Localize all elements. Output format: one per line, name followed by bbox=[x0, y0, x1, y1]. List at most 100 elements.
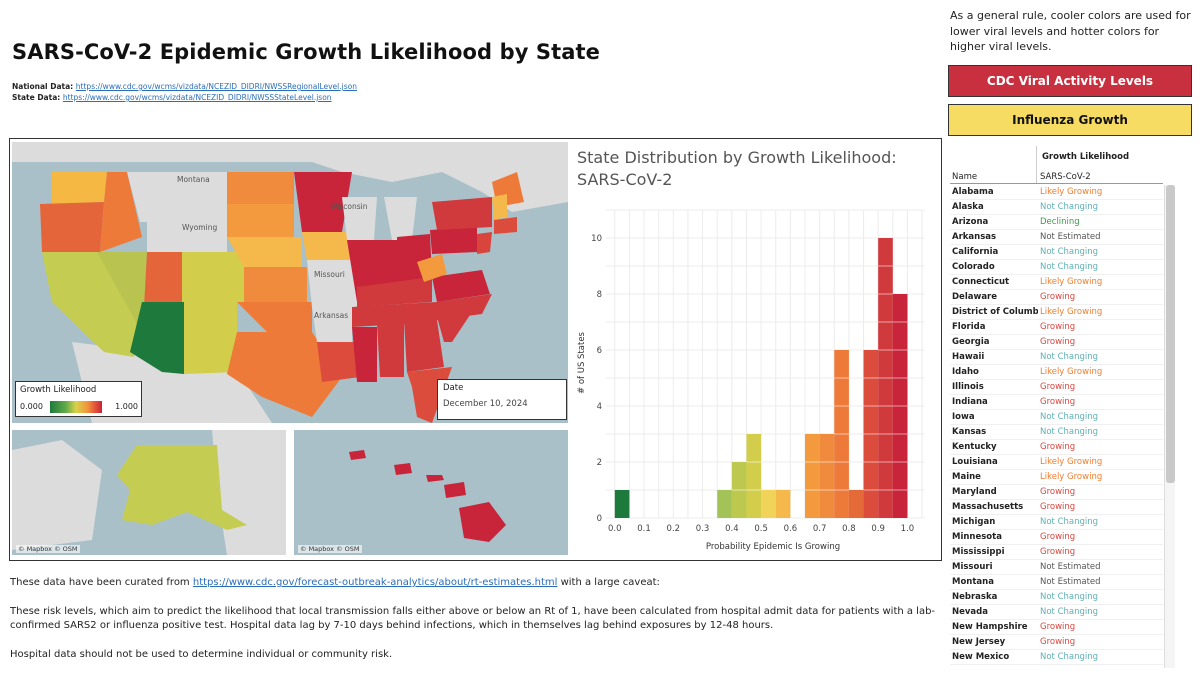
table-row[interactable]: Florida Growing bbox=[950, 320, 1163, 335]
histogram-bar[interactable] bbox=[761, 490, 776, 518]
table-row[interactable]: Illinois Growing bbox=[950, 380, 1163, 395]
table-row[interactable]: Nebraska Not Changing bbox=[950, 590, 1163, 605]
date-filter[interactable]: Date December 10, 2024 bbox=[437, 379, 567, 420]
island-molokai[interactable] bbox=[426, 475, 444, 482]
table-row[interactable]: Alaska Not Changing bbox=[950, 200, 1163, 215]
state-north-dakota[interactable] bbox=[227, 172, 294, 204]
table-row[interactable]: Colorado Not Changing bbox=[950, 260, 1163, 275]
state-south-dakota[interactable] bbox=[227, 204, 294, 237]
state-alabama[interactable] bbox=[377, 322, 404, 377]
state-alaska[interactable] bbox=[117, 445, 247, 530]
state-nebraska[interactable] bbox=[227, 237, 302, 267]
cdc-viral-activity-button[interactable]: CDC Viral Activity Levels bbox=[948, 65, 1192, 97]
table-row[interactable]: New Mexico Not Changing bbox=[950, 650, 1163, 665]
table-row[interactable]: Massachusetts Growing bbox=[950, 500, 1163, 515]
table-row[interactable]: Arkansas Not Estimated bbox=[950, 230, 1163, 245]
table-row[interactable]: Iowa Not Changing bbox=[950, 410, 1163, 425]
table-row[interactable]: Idaho Likely Growing bbox=[950, 365, 1163, 380]
influenza-growth-button[interactable]: Influenza Growth bbox=[948, 104, 1192, 136]
state-west-virginia[interactable] bbox=[417, 254, 447, 282]
table-row[interactable]: Alabama Likely Growing bbox=[950, 185, 1163, 200]
state-nevada[interactable] bbox=[97, 252, 147, 324]
state-massachusetts[interactable] bbox=[494, 217, 517, 234]
state-vermont[interactable] bbox=[492, 194, 507, 220]
table-row[interactable]: New Jersey Growing bbox=[950, 635, 1163, 650]
table-row[interactable]: District of Columbia Likely Growing bbox=[950, 305, 1163, 320]
table-row[interactable]: Delaware Growing bbox=[950, 290, 1163, 305]
state-south-carolina[interactable] bbox=[437, 312, 472, 342]
state-montana[interactable] bbox=[127, 172, 227, 222]
state-arkansas[interactable] bbox=[312, 307, 352, 342]
table-row[interactable]: Montana Not Estimated bbox=[950, 575, 1163, 590]
state-texas[interactable] bbox=[227, 332, 342, 417]
table-row[interactable]: Mississippi Growing bbox=[950, 545, 1163, 560]
table-row[interactable]: New Hampshire Growing bbox=[950, 620, 1163, 635]
alaska-map[interactable]: © Mapbox © OSM bbox=[12, 430, 286, 555]
state-michigan[interactable] bbox=[384, 197, 417, 240]
histogram-bar[interactable] bbox=[717, 490, 732, 518]
histogram-bar[interactable] bbox=[848, 490, 864, 518]
island-maui[interactable] bbox=[444, 482, 466, 498]
state-washington[interactable] bbox=[52, 172, 107, 204]
scrollbar-thumb[interactable] bbox=[1166, 185, 1175, 483]
island-kauai[interactable] bbox=[349, 450, 366, 460]
table-row[interactable]: Maine Likely Growing bbox=[950, 470, 1163, 485]
state-louisiana[interactable] bbox=[317, 342, 360, 382]
island-hawaii[interactable] bbox=[459, 502, 506, 542]
state-new-york[interactable] bbox=[432, 197, 492, 230]
histogram-bar[interactable] bbox=[775, 490, 791, 518]
table-row[interactable]: Minnesota Growing bbox=[950, 530, 1163, 545]
table-row[interactable]: California Not Changing bbox=[950, 245, 1163, 260]
state-wisconsin[interactable] bbox=[342, 197, 377, 240]
state-new-mexico[interactable] bbox=[184, 302, 237, 374]
state-oregon[interactable] bbox=[40, 202, 104, 252]
table-row[interactable]: Indiana Growing bbox=[950, 395, 1163, 410]
state-california[interactable] bbox=[42, 252, 140, 357]
state-virginia[interactable] bbox=[432, 270, 490, 302]
state-iowa[interactable] bbox=[302, 232, 350, 260]
table-row[interactable]: Kentucky Growing bbox=[950, 440, 1163, 455]
state-indiana[interactable] bbox=[377, 240, 397, 292]
state-oklahoma[interactable] bbox=[237, 302, 312, 332]
state-utah[interactable] bbox=[144, 252, 182, 307]
state-minnesota[interactable] bbox=[294, 172, 352, 232]
histogram-bar[interactable] bbox=[746, 434, 762, 518]
column-header-sars[interactable]: SARS-CoV-2 bbox=[1040, 172, 1091, 182]
table-row[interactable]: Hawaii Not Changing bbox=[950, 350, 1163, 365]
state-mississippi[interactable] bbox=[352, 327, 377, 382]
table-row[interactable]: Michigan Not Changing bbox=[950, 515, 1163, 530]
table-row[interactable]: Missouri Not Estimated bbox=[950, 560, 1163, 575]
state-missouri[interactable] bbox=[307, 260, 357, 307]
hawaii-map[interactable]: © Mapbox © OSM bbox=[294, 430, 568, 555]
table-row[interactable]: Connecticut Likely Growing bbox=[950, 275, 1163, 290]
column-header-name[interactable]: Name bbox=[952, 172, 978, 182]
table-row[interactable]: Louisiana Likely Growing bbox=[950, 455, 1163, 470]
table-row[interactable]: Kansas Not Changing bbox=[950, 425, 1163, 440]
state-new-jersey[interactable] bbox=[477, 232, 492, 254]
national-data-link[interactable]: https://www.cdc.gov/wcms/vizdata/NCEZID_… bbox=[75, 82, 357, 91]
us-map-canvas[interactable]: Montana Wyoming Wisconsin Missouri Arkan… bbox=[12, 142, 568, 423]
state-pennsylvania[interactable] bbox=[430, 227, 477, 254]
state-name: California bbox=[952, 247, 999, 257]
state-kansas[interactable] bbox=[244, 267, 307, 302]
mapbox-credit-hi[interactable]: © Mapbox © OSM bbox=[298, 545, 362, 553]
rt-estimates-link[interactable]: https://www.cdc.gov/forecast-outbreak-an… bbox=[192, 577, 558, 588]
state-data-link[interactable]: https://www.cdc.gov/wcms/vizdata/NCEZID_… bbox=[62, 93, 332, 102]
histogram-bar[interactable] bbox=[614, 490, 630, 518]
state-colorado[interactable] bbox=[182, 252, 244, 302]
histogram-bar[interactable] bbox=[819, 434, 835, 518]
island-oahu[interactable] bbox=[394, 463, 412, 475]
table-row[interactable]: Maryland Growing bbox=[950, 485, 1163, 500]
table-scrollbar[interactable] bbox=[1164, 185, 1175, 668]
state-arizona[interactable] bbox=[130, 302, 184, 374]
histogram-bar[interactable] bbox=[805, 434, 820, 518]
state-idaho[interactable] bbox=[100, 172, 142, 252]
state-kentucky[interactable] bbox=[357, 277, 432, 307]
mapbox-credit-ak[interactable]: © Mapbox © OSM bbox=[16, 545, 80, 553]
state-north-carolina[interactable] bbox=[437, 294, 492, 320]
state-georgia[interactable] bbox=[404, 320, 444, 372]
table-row[interactable]: Georgia Growing bbox=[950, 335, 1163, 350]
us-map[interactable]: Montana Wyoming Wisconsin Missouri Arkan… bbox=[12, 142, 568, 423]
table-row[interactable]: Nevada Not Changing bbox=[950, 605, 1163, 620]
table-row[interactable]: Arizona Declining bbox=[950, 215, 1163, 230]
